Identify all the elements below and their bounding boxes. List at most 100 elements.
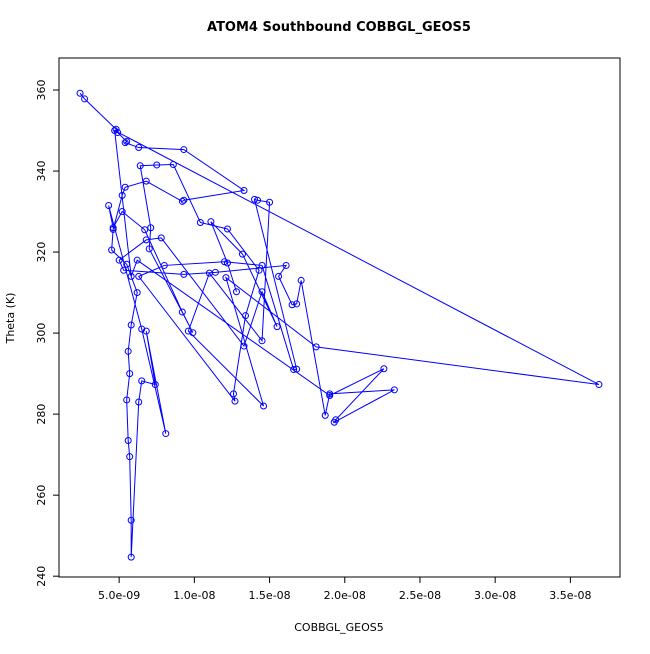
x-tick-label: 2.0e-08 [324, 589, 366, 602]
data-point [180, 196, 188, 204]
data-point [380, 365, 388, 373]
data-point [178, 308, 186, 316]
data-point [135, 398, 143, 406]
data-point [241, 312, 249, 320]
data-point [76, 89, 84, 97]
data-point [255, 266, 263, 274]
data-point [135, 144, 143, 152]
data-point [124, 436, 132, 444]
data-point [147, 224, 155, 232]
data-point [169, 161, 177, 169]
data-point [105, 201, 113, 209]
data-point [118, 208, 126, 216]
data-point [153, 161, 161, 169]
y-tick-label: 280 [35, 404, 48, 425]
data-point [112, 125, 120, 133]
data-point [254, 196, 262, 204]
data-point [142, 236, 150, 244]
x-axis-label: COBBGL_GEOS5 [294, 621, 384, 634]
y-tick-label: 320 [35, 242, 48, 263]
data-point [293, 365, 301, 373]
data-point [273, 323, 281, 331]
data-point [321, 411, 329, 419]
data-point [111, 127, 119, 135]
data-point [293, 300, 301, 308]
x-tick-label: 1.5e-08 [248, 589, 290, 602]
data-point [240, 186, 248, 194]
data-point [312, 343, 320, 351]
data-point [330, 418, 338, 426]
data-point [180, 146, 188, 154]
chart-title: ATOM4 Southbound COBBGL_GEOS5 [207, 20, 471, 35]
data-point [223, 259, 231, 267]
x-tick-label: 2.5e-08 [399, 589, 441, 602]
data-point [180, 270, 188, 278]
data-point [258, 261, 266, 269]
data-point [196, 218, 204, 226]
data-point [151, 381, 159, 389]
x-tick-label: 3.0e-08 [474, 589, 516, 602]
data-point [260, 402, 268, 410]
data-point [231, 397, 239, 405]
data-point [145, 245, 153, 253]
data-point [184, 327, 192, 335]
data-point [120, 266, 128, 274]
data-point [232, 288, 240, 296]
data-point [251, 195, 259, 203]
y-tick-label: 260 [35, 485, 48, 506]
data-point [162, 430, 170, 438]
data-point [207, 218, 215, 226]
plot-frame [58, 57, 621, 578]
data-point [390, 386, 398, 394]
data-point [326, 390, 334, 398]
y-axis-label: Theta (K) [4, 293, 17, 345]
data-point [127, 553, 135, 561]
data-point [142, 177, 150, 185]
data-point [81, 95, 89, 103]
data-point [160, 261, 168, 269]
data-point [127, 516, 135, 524]
data-point [240, 342, 248, 350]
y-tick-label: 240 [35, 566, 48, 587]
data-point [141, 226, 149, 234]
data-point [126, 370, 134, 378]
data-point [297, 276, 305, 284]
data-point [229, 390, 237, 398]
x-tick-label: 1.0e-08 [173, 589, 215, 602]
y-tick-label: 360 [35, 80, 48, 101]
data-point [127, 272, 135, 280]
data-point [275, 272, 283, 280]
data-point [118, 191, 126, 199]
data-point [595, 381, 603, 389]
data-point [266, 198, 274, 206]
data-point [123, 137, 131, 145]
data-point [282, 261, 290, 269]
data-point [258, 288, 266, 296]
data-point [223, 225, 231, 233]
data-point [138, 325, 146, 333]
x-tick-label: 5.0e-09 [98, 589, 140, 602]
data-point [126, 453, 134, 461]
data-point [109, 224, 117, 232]
data-point [138, 377, 146, 385]
data-point [124, 347, 132, 355]
data-point [178, 197, 186, 205]
data-point [115, 256, 123, 264]
data-point [258, 337, 266, 345]
data-point [123, 260, 131, 268]
data-point [108, 246, 116, 254]
data-point [135, 272, 143, 280]
data-point [288, 301, 296, 309]
x-tick-label: 3.5e-08 [549, 589, 591, 602]
data-point [133, 289, 141, 297]
data-point [121, 183, 129, 191]
data-point [189, 329, 197, 337]
data-point [142, 327, 150, 335]
data-point [127, 321, 135, 329]
data-point [222, 274, 230, 282]
data-line [79, 92, 600, 558]
data-point [211, 268, 219, 276]
data-point [290, 366, 298, 374]
data-point [136, 162, 144, 170]
data-point [157, 234, 165, 242]
